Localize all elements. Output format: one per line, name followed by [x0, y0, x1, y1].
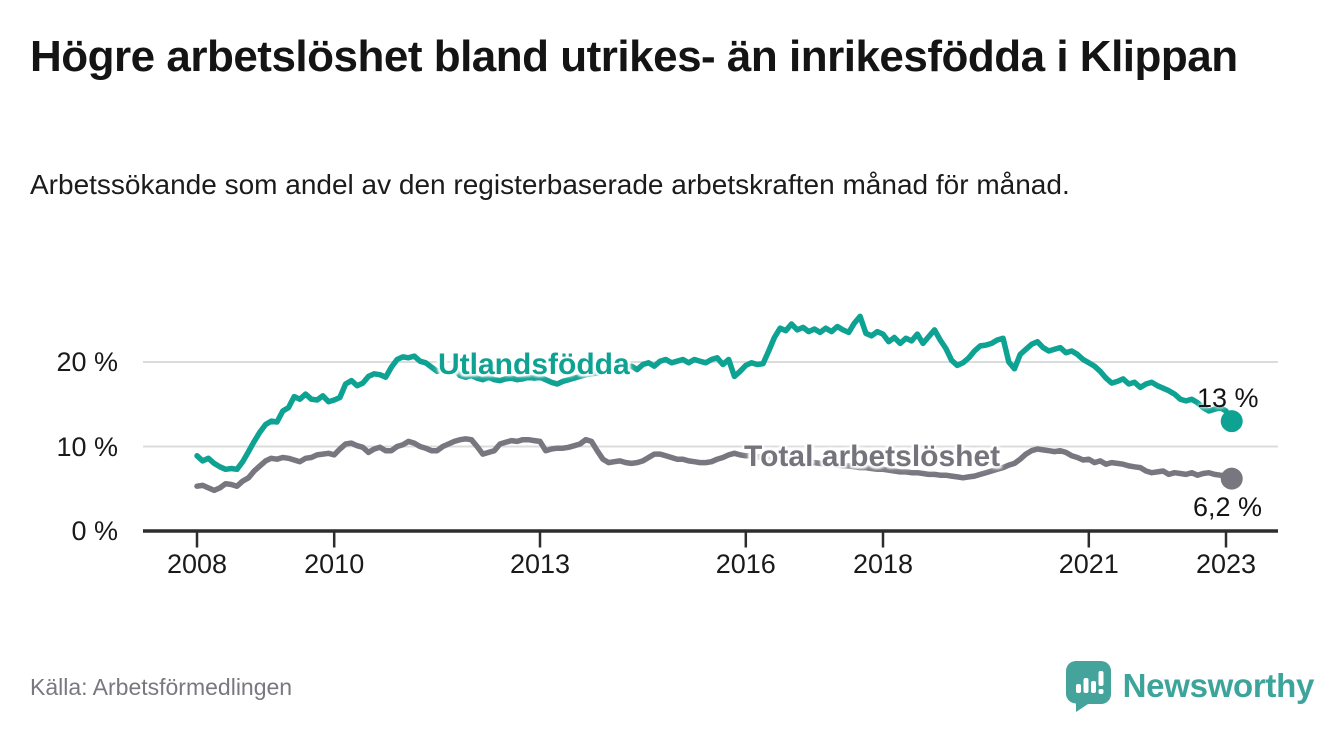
source-note: Källa: Arbetsförmedlingen — [30, 674, 293, 700]
end-dot-total-arbetsloshet — [1220, 467, 1243, 490]
x-tick-label-2018: 2018 — [852, 549, 914, 579]
series-label-total-arbetsloshet: Total arbetslöshet — [744, 440, 1001, 473]
y-tick-label-10: 10 % — [56, 431, 118, 462]
end-dot-utlandsfodda — [1220, 410, 1243, 433]
series-label-utlandsfodda: Utlandsfödda — [438, 348, 630, 381]
series-line-total-arbetsloshet[interactable] — [194, 436, 1235, 494]
y-tick-label-20: 20 % — [56, 347, 118, 377]
series-line-utlandsfodda[interactable] — [194, 313, 1235, 473]
x-tick-label-2008: 2008 — [166, 549, 228, 579]
x-tick-label-2021: 2021 — [1058, 549, 1119, 579]
gridlines — [143, 361, 1278, 448]
x-tick-label-2016: 2016 — [715, 549, 776, 579]
chart-subtitle: Arbetssökande som andel av den registerb… — [30, 169, 1070, 200]
y-tick-label-0: 0 % — [71, 516, 118, 546]
x-tick-label-2010: 2010 — [304, 549, 365, 579]
end-value-utlandsfodda: 13 % — [1197, 383, 1259, 413]
newsworthy-logo[interactable]: Newsworthy — [1065, 660, 1314, 712]
x-tick-label-2013: 2013 — [509, 549, 571, 579]
page-title: Högre arbetslöshet bland utrikes- än inr… — [30, 32, 1238, 81]
mini-bar-chart-icon — [1075, 671, 1104, 694]
newsworthy-logo-icon — [1065, 661, 1111, 712]
x-tick-label-2023: 2023 — [1195, 549, 1257, 579]
newsworthy-logo-text: Newsworthy — [1122, 667, 1315, 704]
end-value-total-arbetsloshet: 6,2 % — [1193, 492, 1263, 522]
x-axis — [143, 529, 1278, 548]
